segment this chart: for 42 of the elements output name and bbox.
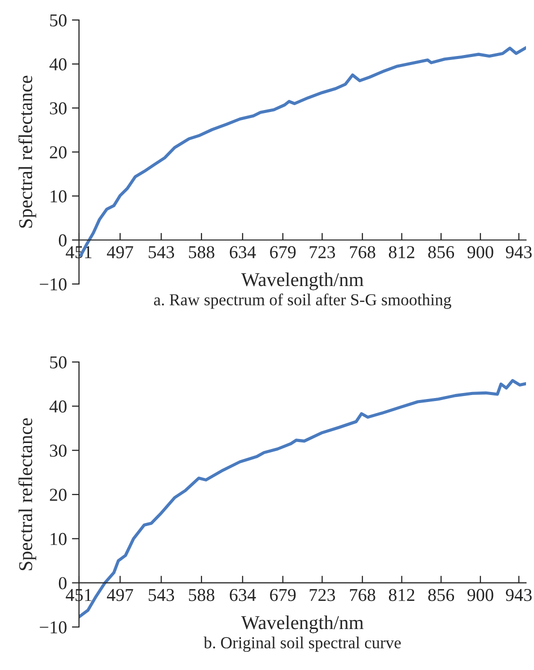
y-tick-label: 0 — [58, 234, 67, 246]
x-tick-label: 634 — [230, 246, 256, 258]
x-tick-label: 768 — [350, 588, 376, 602]
x-tick-label: 497 — [106, 246, 134, 258]
y-tick-label: −10 — [40, 278, 67, 290]
y-tick-label: 50 — [50, 356, 67, 368]
y-tick-label: 30 — [50, 444, 67, 457]
y-axis-title: Spectral reflectance — [18, 418, 36, 570]
y-tick-label: 0 — [58, 577, 67, 590]
x-tick-label: 943 — [506, 246, 532, 258]
x-tick-label: 856 — [428, 246, 454, 258]
y-tick-label: 40 — [49, 400, 67, 413]
y-tick-label: 30 — [50, 102, 67, 114]
x-tick-label: 723 — [310, 246, 336, 258]
x-tick-label: 812 — [388, 246, 414, 258]
x-tick-label: 679 — [270, 246, 296, 258]
x-tick-label: 497 — [106, 588, 134, 602]
x-tick-label: 588 — [188, 588, 214, 602]
y-tick-label: 10 — [50, 190, 67, 202]
x-axis-title: Wavelength/nm — [241, 272, 364, 290]
x-tick-label: 812 — [388, 588, 414, 602]
y-tick-label: 20 — [50, 146, 67, 158]
text: b. Original soil spectral curve — [204, 636, 401, 652]
y-tick-label: 20 — [50, 488, 67, 501]
x-tick-label: 634 — [230, 588, 256, 602]
x-tick-label: 723 — [310, 588, 336, 602]
y-axis-title: Spectral reflectance — [18, 76, 36, 228]
x-tick-label: 943 — [506, 588, 532, 602]
y-tick-label: −10 — [40, 621, 67, 634]
x-tick-label: 679 — [270, 588, 296, 602]
x-tick-label: 543 — [148, 588, 174, 602]
x-tick-label: 856 — [428, 588, 454, 602]
x-tick-label: 900 — [467, 588, 494, 602]
x-tick-label: 768 — [350, 246, 376, 258]
x-tick-label: 900 — [467, 246, 494, 258]
text: a. Raw spectrum of soil after S-G smoothing — [154, 293, 452, 309]
y-tick-label: 10 — [50, 532, 67, 546]
x-tick-label: 588 — [188, 246, 214, 258]
x-tick-label: 543 — [148, 246, 174, 258]
y-tick-label: 40 — [49, 58, 67, 70]
x-axis-title: Wavelength/nm — [241, 616, 364, 634]
y-tick-label: 50 — [50, 14, 67, 26]
